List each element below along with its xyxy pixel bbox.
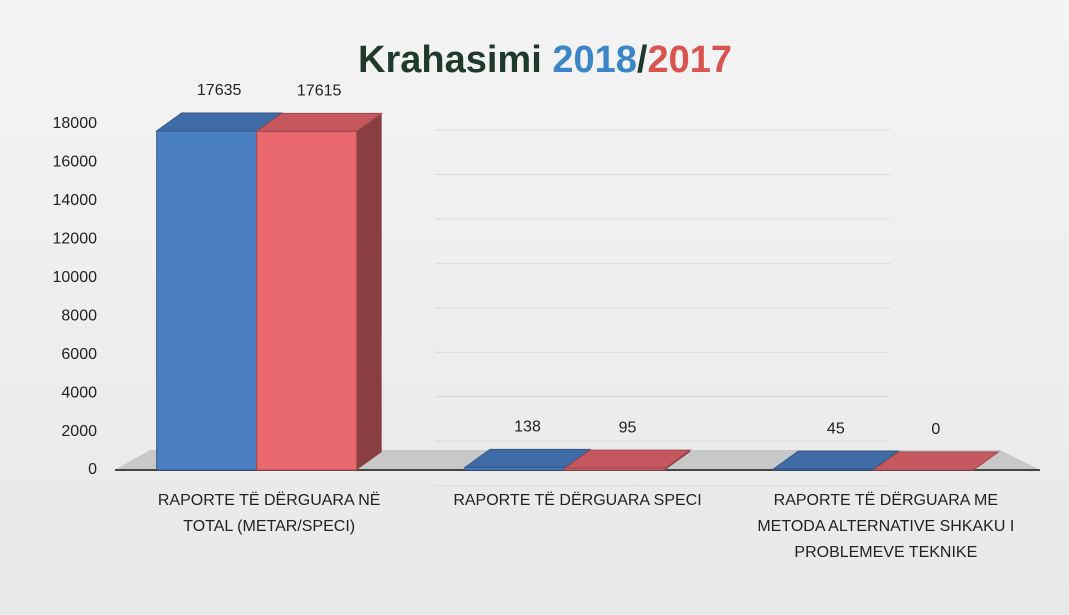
bar xyxy=(156,130,258,471)
bar-top xyxy=(871,451,1000,471)
bar-top xyxy=(563,449,692,469)
y-tick-label: 8000 xyxy=(61,307,97,324)
bar-side xyxy=(356,113,382,470)
value-label: 95 xyxy=(619,419,637,436)
value-label: 17635 xyxy=(197,82,242,99)
x-tick-label: RAPORTE TË DËRGUARA SPECI xyxy=(453,492,702,509)
x-tick-label: RAPORTE TË DËRGUARA ME METODA ALTERNATIV… xyxy=(757,492,1015,561)
value-label: 0 xyxy=(931,421,940,438)
y-tick-label: 18000 xyxy=(53,115,98,132)
title-year: 2017 xyxy=(647,39,732,81)
chart-title: Krahasimi 2018/2017 xyxy=(358,39,732,81)
y-tick-label: 12000 xyxy=(53,231,98,248)
title-year: 2018 xyxy=(552,39,637,81)
y-tick-label: 6000 xyxy=(61,346,97,363)
bar-top xyxy=(463,448,592,468)
value-label: 17615 xyxy=(297,83,342,100)
y-tick-label: 4000 xyxy=(61,384,97,401)
title-separator: / xyxy=(637,39,648,81)
bar xyxy=(256,130,358,471)
y-tick-label: 0 xyxy=(88,461,97,478)
y-tick-label: 14000 xyxy=(53,192,98,209)
bar-top xyxy=(771,450,900,470)
y-tick-label: 16000 xyxy=(53,154,98,171)
value-label: 45 xyxy=(827,420,845,437)
y-tick-label: 2000 xyxy=(61,423,97,440)
x-tick-label: RAPORTE TË DËRGUARA NË TOTAL (METAR/SPEC… xyxy=(157,492,381,535)
value-label: 138 xyxy=(514,419,541,436)
bar-top xyxy=(255,112,384,132)
y-tick-label: 10000 xyxy=(53,269,98,286)
title-text: Krahasimi xyxy=(358,39,542,81)
